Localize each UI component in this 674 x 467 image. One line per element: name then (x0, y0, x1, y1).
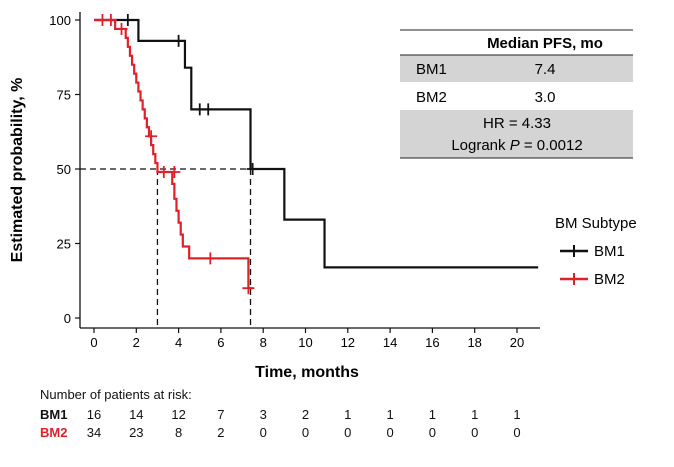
risk-count-bm1: 16 (86, 407, 102, 422)
stats-row-bm2-value: 3.0 (535, 89, 556, 106)
risk-row-label-bm1: BM1 (40, 407, 68, 422)
legend-label-bm1: BM1 (594, 243, 625, 260)
logrank-prefix: Logrank (451, 137, 509, 154)
censor-mark-bm2 (204, 252, 217, 265)
logrank-p-symbol: P (510, 137, 520, 154)
risk-count-bm2: 34 (86, 425, 102, 440)
x-tick-label: 10 (298, 335, 312, 350)
risk-count-bm2: 0 (344, 425, 352, 440)
censor-mark-bm2 (104, 14, 117, 26)
censor-mark-bm2 (242, 282, 255, 295)
risk-count-bm1: 14 (129, 407, 144, 422)
risk-count-bm1: 7 (217, 407, 225, 422)
censor-mark-bm1 (202, 103, 215, 116)
y-tick-label: 100 (49, 13, 71, 28)
legend-title: BM Subtype (555, 215, 637, 232)
y-tick-label: 75 (57, 88, 71, 103)
y-axis-label: Estimated probability, % (9, 78, 26, 263)
risk-count-bm1: 1 (428, 407, 436, 422)
hazard-ratio: HR = 4.33 (483, 115, 551, 132)
x-tick-label: 0 (90, 335, 97, 350)
censor-mark-bm2 (157, 165, 170, 178)
risk-count-bm2: 0 (428, 425, 436, 440)
risk-count-bm2: 0 (301, 425, 310, 440)
legend-marker-bm2 (568, 273, 580, 285)
censor-mark-bm1 (172, 34, 185, 47)
x-tick-label: 12 (341, 335, 355, 350)
censor-mark-bm2 (115, 22, 128, 35)
risk-count-bm2: 23 (129, 425, 144, 440)
stats-table-bg-row1 (400, 55, 633, 82)
plot-area: 0 25 50 75 100 0 2 4 6 8 10 12 14 16 18 20 (49, 12, 540, 350)
censor-mark-bm2 (145, 130, 158, 143)
x-tick-label: 6 (217, 335, 224, 350)
stats-row-bm1-label: BM1 (416, 61, 447, 78)
x-tick-label: 14 (383, 335, 397, 350)
risk-count-bm1: 3 (259, 407, 267, 422)
risk-table-title: Number of patients at risk: (40, 387, 192, 402)
risk-count-bm2: 0 (513, 425, 521, 440)
risk-count-bm1: 1 (344, 407, 352, 422)
y-tick-label: 25 (57, 237, 71, 252)
risk-row-label-bm2: BM2 (40, 425, 68, 440)
stats-table-bg-footer (400, 110, 633, 158)
x-tick-label: 16 (425, 335, 439, 350)
x-axis-label: Time, months (255, 364, 359, 381)
risk-count-bm2: 0 (259, 425, 267, 440)
censor-mark-bm1 (246, 163, 259, 175)
logrank-value: = 0.0012 (520, 137, 583, 154)
km-curve-bm1 (94, 18, 539, 269)
legend-item-bm1: BM1 (560, 243, 625, 260)
stats-row-bm2-label: BM2 (416, 89, 447, 106)
legend-label-bm2: BM2 (594, 271, 625, 288)
risk-count-bm1: 12 (171, 407, 186, 422)
x-tick-label: 4 (175, 335, 182, 350)
y-tick-label: 50 (57, 162, 71, 177)
censor-mark-bm1 (121, 14, 134, 26)
risk-count-bm1: 2 (301, 407, 310, 422)
risk-count-bm2: 0 (386, 425, 394, 440)
risk-count-bm2: 0 (471, 425, 479, 440)
risk-count-bm1: 1 (386, 407, 394, 422)
x-tick-label: 20 (510, 335, 524, 350)
km-curve-bm2 (94, 18, 253, 290)
logrank-p: Logrank P = 0.0012 (451, 137, 582, 154)
legend: BM Subtype BM1 BM2 (555, 215, 637, 288)
x-tick-label: 18 (467, 335, 481, 350)
risk-count-bm1: 1 (471, 407, 479, 422)
stats-row-bm1-value: 7.4 (535, 61, 556, 78)
y-tick-label: 0 (64, 311, 71, 326)
risk-count-bm1: 1 (513, 407, 521, 422)
risk-count-bm2: 2 (217, 425, 225, 440)
risk-count-bm2: 8 (174, 425, 183, 440)
median-pfs-table: Median PFS, mo BM1 7.4 BM2 3.0 HR = 4.33… (400, 29, 633, 159)
legend-item-bm2: BM2 (560, 271, 625, 288)
censor-mark-bm2 (168, 165, 181, 178)
legend-marker-bm1 (568, 245, 580, 257)
x-tick-label: 8 (260, 335, 267, 350)
stats-table-header: Median PFS, mo (487, 35, 603, 52)
x-tick-label: 2 (133, 335, 140, 350)
